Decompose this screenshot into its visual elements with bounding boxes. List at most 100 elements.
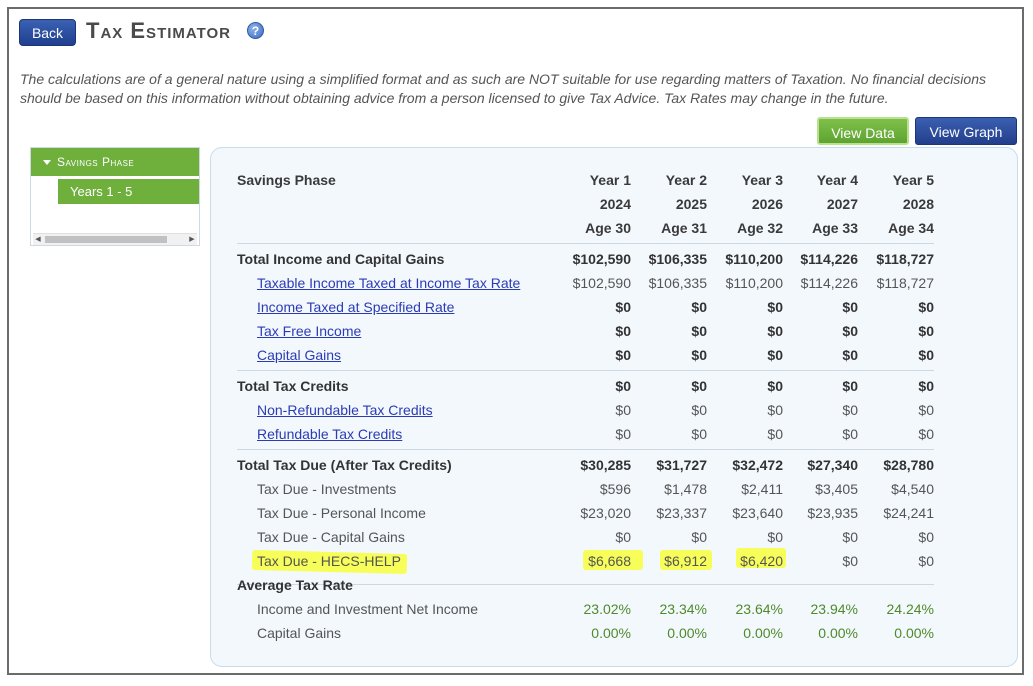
row-divider [237,584,934,585]
row-value: $0 [842,402,858,418]
scrollbar-thumb[interactable] [45,236,167,243]
row-value: $0 [615,347,631,363]
help-icon[interactable]: ? [247,22,264,39]
row-value: $27,340 [807,457,858,473]
row-value: $0 [918,426,934,442]
row-value: $102,590 [572,251,631,267]
row-value: $118,727 [876,251,934,267]
row-value: $0 [691,347,707,363]
row-value: $0 [615,378,631,394]
row-value: $0 [691,323,707,339]
row-value: $0 [615,529,631,545]
row-value: 23.94% [810,601,858,617]
row-label[interactable]: Tax Free Income [257,323,362,339]
row-label: Total Tax Due (After Tax Credits) [237,457,452,473]
phase-navigator: Savings Phase Years 1 - 5 ◀ ▶ [30,147,200,246]
year-label: Year 5 [892,172,934,188]
row-value: $0 [767,323,783,339]
row-value: $2,411 [741,481,783,497]
year-label: Year 1 [589,172,631,188]
row-value: $32,472 [732,457,783,473]
back-button[interactable]: Back [19,19,76,46]
row-label[interactable]: Non-Refundable Tax Credits [257,402,433,418]
row-label: Income and Investment Net Income [257,601,478,617]
age-label: Age 32 [737,220,783,236]
row-value: $0 [767,529,783,545]
row-value: 0.00% [667,625,707,641]
calendar-year: 2028 [902,196,934,212]
row-value: $0 [918,347,934,363]
row-value: $106,335 [648,251,707,267]
row-value: $0 [842,426,858,442]
row-value: $23,020 [580,505,631,521]
calendar-year: 2027 [826,196,858,212]
row-label: Tax Due - HECS-HELP [257,553,401,569]
row-value: 24.24% [886,601,934,617]
row-label: Tax Due - Personal Income [257,505,426,521]
row-value: $0 [918,529,934,545]
row-value: $0 [842,553,858,569]
row-value: $0 [767,402,783,418]
row-value: 0.00% [743,625,783,641]
row-value: $110,200 [725,251,783,267]
row-label[interactable]: Income Taxed at Specified Rate [257,299,455,315]
scroll-left-arrow-icon[interactable]: ◀ [35,236,41,243]
row-value: $31,727 [656,457,707,473]
results-panel [210,147,1018,667]
age-label: Age 30 [585,220,631,236]
row-divider [237,449,934,450]
year-label: Year 3 [741,172,783,188]
row-value: $0 [918,378,934,394]
row-value: $0 [767,378,783,394]
view-graph-button[interactable]: View Graph [915,117,1017,145]
row-value: $0 [918,402,934,418]
table-title: Savings Phase [237,172,336,188]
row-value: $6,668 [588,553,631,569]
disclaimer-text: The calculations are of a general nature… [20,71,986,106]
row-value: $106,335 [648,275,707,291]
row-value: $0 [767,347,783,363]
row-value: $1,478 [664,481,707,497]
row-label: Capital Gains [257,625,342,641]
row-value: $6,420 [740,553,783,569]
row-value: $0 [615,402,631,418]
row-value: $3,405 [815,481,858,497]
row-value: $102,590 [572,275,631,291]
row-value: $0 [842,529,858,545]
row-value: 0.00% [818,625,858,641]
year-label: Year 4 [816,172,858,188]
row-value: $23,640 [732,505,783,521]
age-label: Age 34 [888,220,934,236]
row-label: Total Tax Credits [237,378,349,394]
row-value: $110,200 [725,275,783,291]
row-value: 0.00% [591,625,631,641]
savings-phase-header[interactable]: Savings Phase [31,148,199,176]
row-value: $0 [691,529,707,545]
row-value: $0 [615,323,631,339]
age-label: Age 33 [812,220,858,236]
row-label[interactable]: Capital Gains [257,347,342,363]
row-value: $28,780 [883,457,934,473]
row-value: $0 [767,426,783,442]
view-data-button[interactable]: View Data [817,117,909,145]
row-label[interactable]: Refundable Tax Credits [257,426,403,442]
row-value: $6,912 [664,553,707,569]
row-value: 23.34% [659,601,707,617]
row-label: Average Tax Rate [237,577,353,593]
row-value: $23,935 [807,505,858,521]
row-label[interactable]: Taxable Income Taxed at Income Tax Rate [257,275,521,291]
highlight-mark [583,550,643,570]
row-value: 23.64% [735,601,783,617]
highlight-mark [660,550,712,570]
calendar-year: 2024 [599,196,631,212]
years-1-5-item[interactable]: Years 1 - 5 [58,179,199,204]
row-label: Tax Due - Investments [257,481,397,497]
row-value: $0 [918,553,934,569]
row-value: $0 [842,323,858,339]
row-value: $0 [842,299,858,315]
row-value: $0 [767,299,783,315]
row-value: $596 [599,481,631,497]
horizontal-scrollbar[interactable]: ◀ ▶ [33,233,197,245]
scroll-right-arrow-icon[interactable]: ▶ [189,236,195,243]
row-divider [237,370,934,371]
